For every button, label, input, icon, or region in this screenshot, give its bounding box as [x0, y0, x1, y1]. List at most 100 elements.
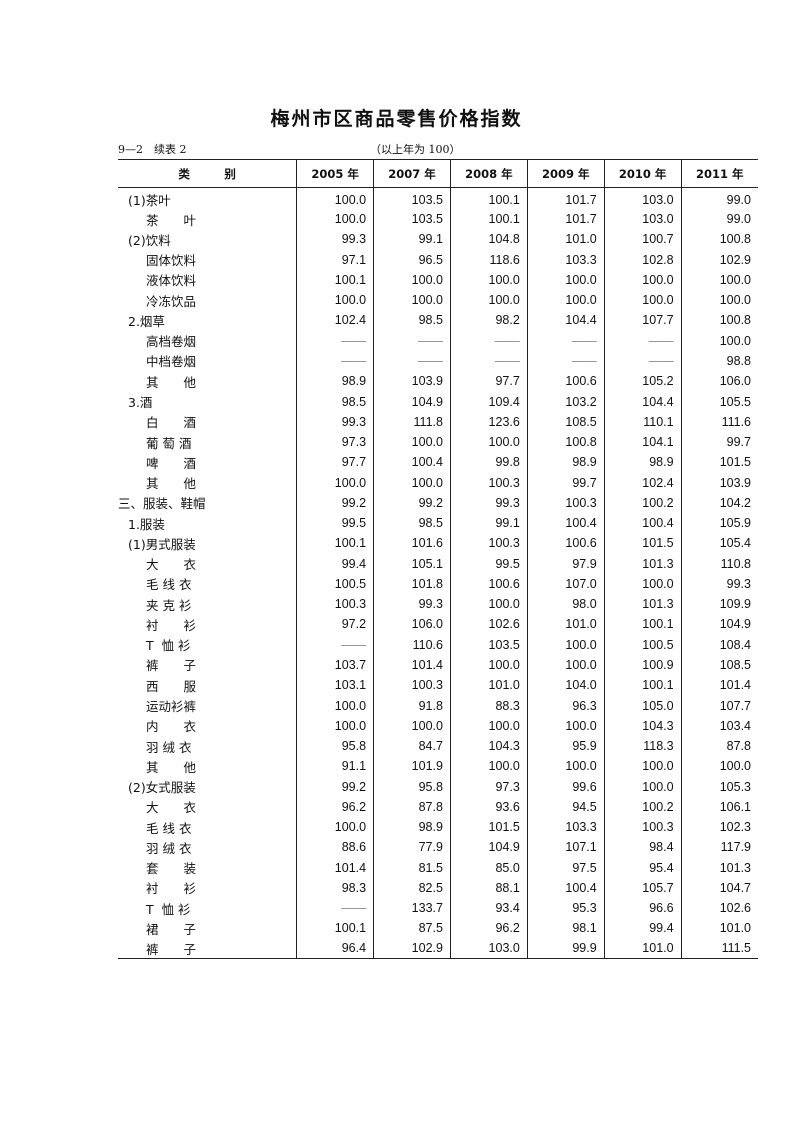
cell-value: ——: [449, 350, 528, 372]
table-row: 中档卷烟 —— —— —— —— —— 98.8: [118, 350, 758, 372]
cell-value: 100.0: [680, 756, 758, 777]
cell-value: 103.5: [373, 209, 451, 230]
cell-value: 100.0: [526, 715, 605, 736]
header-2010: 2010 年: [603, 159, 682, 188]
cell-value: 85.0: [449, 857, 528, 878]
cell-value: 103.9: [373, 371, 451, 392]
row-label: 内 衣: [146, 719, 197, 735]
cell-value: 104.0: [526, 675, 605, 696]
header-row: 类 别 2005 年 2007 年 2008 年 2009 年 2010 年 2…: [118, 159, 758, 188]
cell-value: 100.0: [526, 654, 605, 676]
cell-value: 104.3: [603, 715, 682, 736]
cell-value: 95.4: [603, 857, 682, 878]
cell-value: 110.6: [373, 634, 451, 655]
cell-value: 96.5: [373, 249, 451, 270]
cell-value: 106.0: [680, 371, 758, 392]
table-row: 西 服 103.1 100.3 101.0 104.0 100.1 101.4: [118, 675, 758, 696]
cell-value: 101.0: [526, 614, 605, 635]
cell-value: 102.6: [449, 614, 528, 635]
cell-value: 98.1: [526, 918, 605, 939]
cell-value: 100.2: [603, 492, 682, 513]
cell-value: 96.3: [526, 695, 605, 716]
table-row: 毛 线 衣 100.5 101.8 100.6 107.0 100.0 99.3: [118, 573, 758, 595]
cell-value: 87.5: [373, 918, 451, 939]
cell-value: ——: [526, 350, 605, 372]
row-label: (2)女式服装: [128, 780, 196, 796]
cell-value: 100.0: [373, 269, 451, 291]
cell-value: 98.0: [526, 594, 605, 615]
cell-value: 100.0: [296, 472, 374, 493]
row-label: 液体饮料: [146, 273, 197, 289]
table-row: 套 装 101.4 81.5 85.0 97.5 95.4 101.3: [118, 857, 758, 878]
cell-value: 101.5: [603, 533, 682, 554]
cell-value: 100.0: [603, 269, 682, 291]
table-row: 运动衫裤 100.0 91.8 88.3 96.3 105.0 107.7: [118, 695, 758, 716]
cell-value: 111.8: [373, 411, 451, 432]
cell-value: ——: [526, 330, 605, 351]
row-label: 其 他: [146, 476, 197, 492]
cell-value: 101.4: [296, 857, 374, 878]
row-label: 裤 子: [146, 658, 197, 674]
cell-value: 100.0: [449, 715, 528, 736]
cell-value: 98.9: [373, 816, 451, 838]
table-row: 葡 萄 酒 97.3 100.0 100.0 100.8 104.1 99.7: [118, 431, 758, 453]
cell-value: 102.9: [680, 249, 758, 270]
table-row: 夹 克 衫 100.3 99.3 100.0 98.0 101.3 109.9: [118, 594, 758, 615]
cell-value: 101.7: [526, 209, 605, 230]
cell-value: 105.2: [603, 371, 682, 392]
cell-value: 98.5: [373, 310, 451, 331]
cell-value: 133.7: [373, 898, 451, 919]
row-label: 葡 萄 酒: [146, 435, 192, 451]
cell-value: 99.5: [449, 553, 528, 574]
table-row: 其 他 98.9 103.9 97.7 100.6 105.2 106.0: [118, 371, 758, 392]
row-label: 羽 绒 衣: [146, 739, 192, 755]
cell-value: 100.0: [449, 654, 528, 676]
cell-value: 101.3: [603, 553, 682, 574]
cell-value: 98.9: [603, 452, 682, 473]
cell-value: 98.9: [296, 371, 374, 392]
cell-value: 104.4: [603, 391, 682, 412]
cell-value: 110.8: [680, 553, 758, 574]
table-row: 毛 线 衣 100.0 98.9 101.5 103.3 100.3 102.3: [118, 816, 758, 838]
row-label: 衬 衫: [146, 881, 197, 897]
cell-value: 105.9: [680, 512, 758, 534]
cell-value: 100.6: [526, 533, 605, 554]
row-label: T 恤 衫: [146, 638, 191, 654]
cell-value: 102.8: [603, 249, 682, 270]
table-row: 高档卷烟 —— —— —— —— —— 100.0: [118, 330, 758, 351]
cell-value: 103.5: [373, 187, 451, 209]
cell-value: 101.4: [373, 654, 451, 676]
cell-value: 99.5: [296, 512, 374, 534]
cell-value: 100.0: [296, 290, 374, 311]
row-label: 套 装: [146, 861, 197, 877]
cell-value: 100.3: [296, 594, 374, 615]
cell-value: 104.8: [449, 229, 528, 250]
cell-value: 100.0: [449, 290, 528, 311]
price-index-table: 类 别 2005 年 2007 年 2008 年 2009 年 2010 年 2…: [118, 159, 758, 960]
cell-value: 100.1: [296, 269, 374, 291]
row-label: 冷冻饮品: [146, 293, 197, 309]
cell-value: 99.0: [680, 209, 758, 230]
cell-value: 117.9: [680, 837, 758, 858]
cell-value: ——: [373, 330, 451, 351]
table-row: (1)男式服装 100.1 101.6 100.3 100.6 101.5 105.4: [118, 533, 758, 554]
cell-value: 94.5: [526, 796, 605, 817]
cell-value: 105.4: [680, 533, 758, 554]
header-2011: 2011 年: [680, 159, 758, 188]
cell-value: 98.5: [296, 391, 374, 412]
cell-value: 97.3: [449, 776, 528, 797]
cell-value: 100.4: [526, 877, 605, 899]
cell-value: ——: [603, 350, 682, 372]
cell-value: 97.5: [526, 857, 605, 878]
row-label: 羽 绒 衣: [146, 840, 192, 856]
cell-value: 104.9: [449, 837, 528, 858]
cell-value: 105.0: [603, 695, 682, 716]
cell-value: 106.1: [680, 796, 758, 817]
table-row: T 恤 衫 —— 133.7 93.4 95.3 96.6 102.6: [118, 898, 758, 919]
cell-value: 100.9: [603, 654, 682, 676]
cell-value: 99.3: [373, 594, 451, 615]
cell-value: 100.0: [603, 776, 682, 797]
table-row: 衬 衫 98.3 82.5 88.1 100.4 105.7 104.7: [118, 877, 758, 899]
row-label: 固体饮料: [146, 253, 197, 269]
cell-value: 103.9: [680, 472, 758, 493]
